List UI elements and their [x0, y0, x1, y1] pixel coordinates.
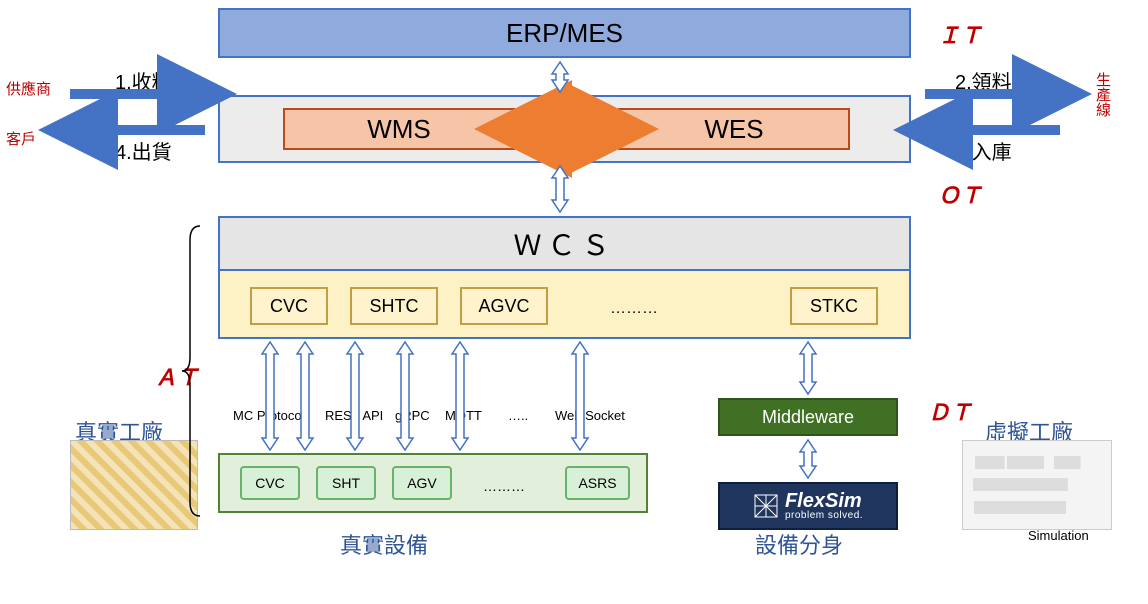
virtual-factory-image	[962, 440, 1112, 530]
controller-box: SHTC	[350, 287, 438, 325]
controller-label: SHTC	[370, 296, 419, 317]
simulation-label: Simulation	[1028, 528, 1089, 543]
controller-label: CVC	[270, 296, 308, 317]
protocol-label: MC Protocol	[233, 408, 305, 423]
step4-label: 4.出貨	[115, 136, 172, 165]
controller-box: STKC	[790, 287, 878, 325]
middleware-box: Middleware	[718, 398, 898, 436]
step1-label: 1.收料	[115, 66, 172, 95]
production-line-label: 生產線	[1092, 72, 1113, 117]
wms-label: WMS	[367, 114, 431, 145]
wes-label: WES	[704, 114, 763, 145]
at-tag: ＡＴ	[155, 360, 199, 392]
protocol-label: gRPC	[395, 408, 430, 423]
wms-box: WMS	[283, 108, 515, 150]
real-device-box: ASRS	[565, 466, 630, 500]
controllers-ellipsis: ………	[610, 300, 658, 318]
real-device-label: SHT	[332, 475, 360, 491]
real-device-box: SHT	[316, 466, 376, 500]
wcs-header: ＷＣＳ	[218, 216, 911, 271]
flexsim-brand: FlexSim	[785, 491, 862, 511]
real-device-label: CVC	[255, 475, 285, 491]
controller-box: AGVC	[460, 287, 548, 325]
real-device-label: 真實設備	[340, 528, 428, 560]
real-devices-ellipsis: ………	[483, 478, 525, 494]
controller-box: CVC	[250, 287, 328, 325]
real-factory-image	[70, 440, 198, 530]
device-twin-label: 設備分身	[755, 528, 843, 560]
real-device-label: ASRS	[578, 475, 616, 491]
middleware-label: Middleware	[762, 407, 854, 428]
controller-label: AGVC	[478, 296, 529, 317]
customer-label: 客戶	[6, 128, 36, 149]
ot-tag: ＯＴ	[938, 178, 982, 210]
step2-label: 2.領料	[955, 66, 1012, 95]
flexsim-box: FlexSim problem solved.	[718, 482, 898, 530]
wes-box: WES	[618, 108, 850, 150]
protocol-label: Web Socket	[555, 408, 625, 423]
it-tag: ＩＴ	[938, 18, 982, 50]
step3-label: 3.入庫	[955, 136, 1012, 165]
real-device-label: AGV	[407, 475, 437, 491]
protocol-label: …..	[508, 408, 528, 423]
flexsim-tagline: problem solved.	[785, 511, 863, 521]
flexsim-icon	[753, 493, 779, 519]
real-device-box: AGV	[392, 466, 452, 500]
erp-mes-layer: ERP/MES	[218, 8, 911, 58]
supplier-label: 供應商	[6, 78, 51, 99]
real-device-box: CVC	[240, 466, 300, 500]
protocol-label: MQTT	[445, 408, 482, 423]
dt-tag: ＤＴ	[928, 395, 972, 427]
controller-label: STKC	[810, 296, 858, 317]
erp-mes-label: ERP/MES	[506, 18, 623, 49]
protocol-label: REST API	[325, 408, 383, 423]
wcs-label: ＷＣＳ	[513, 224, 615, 264]
